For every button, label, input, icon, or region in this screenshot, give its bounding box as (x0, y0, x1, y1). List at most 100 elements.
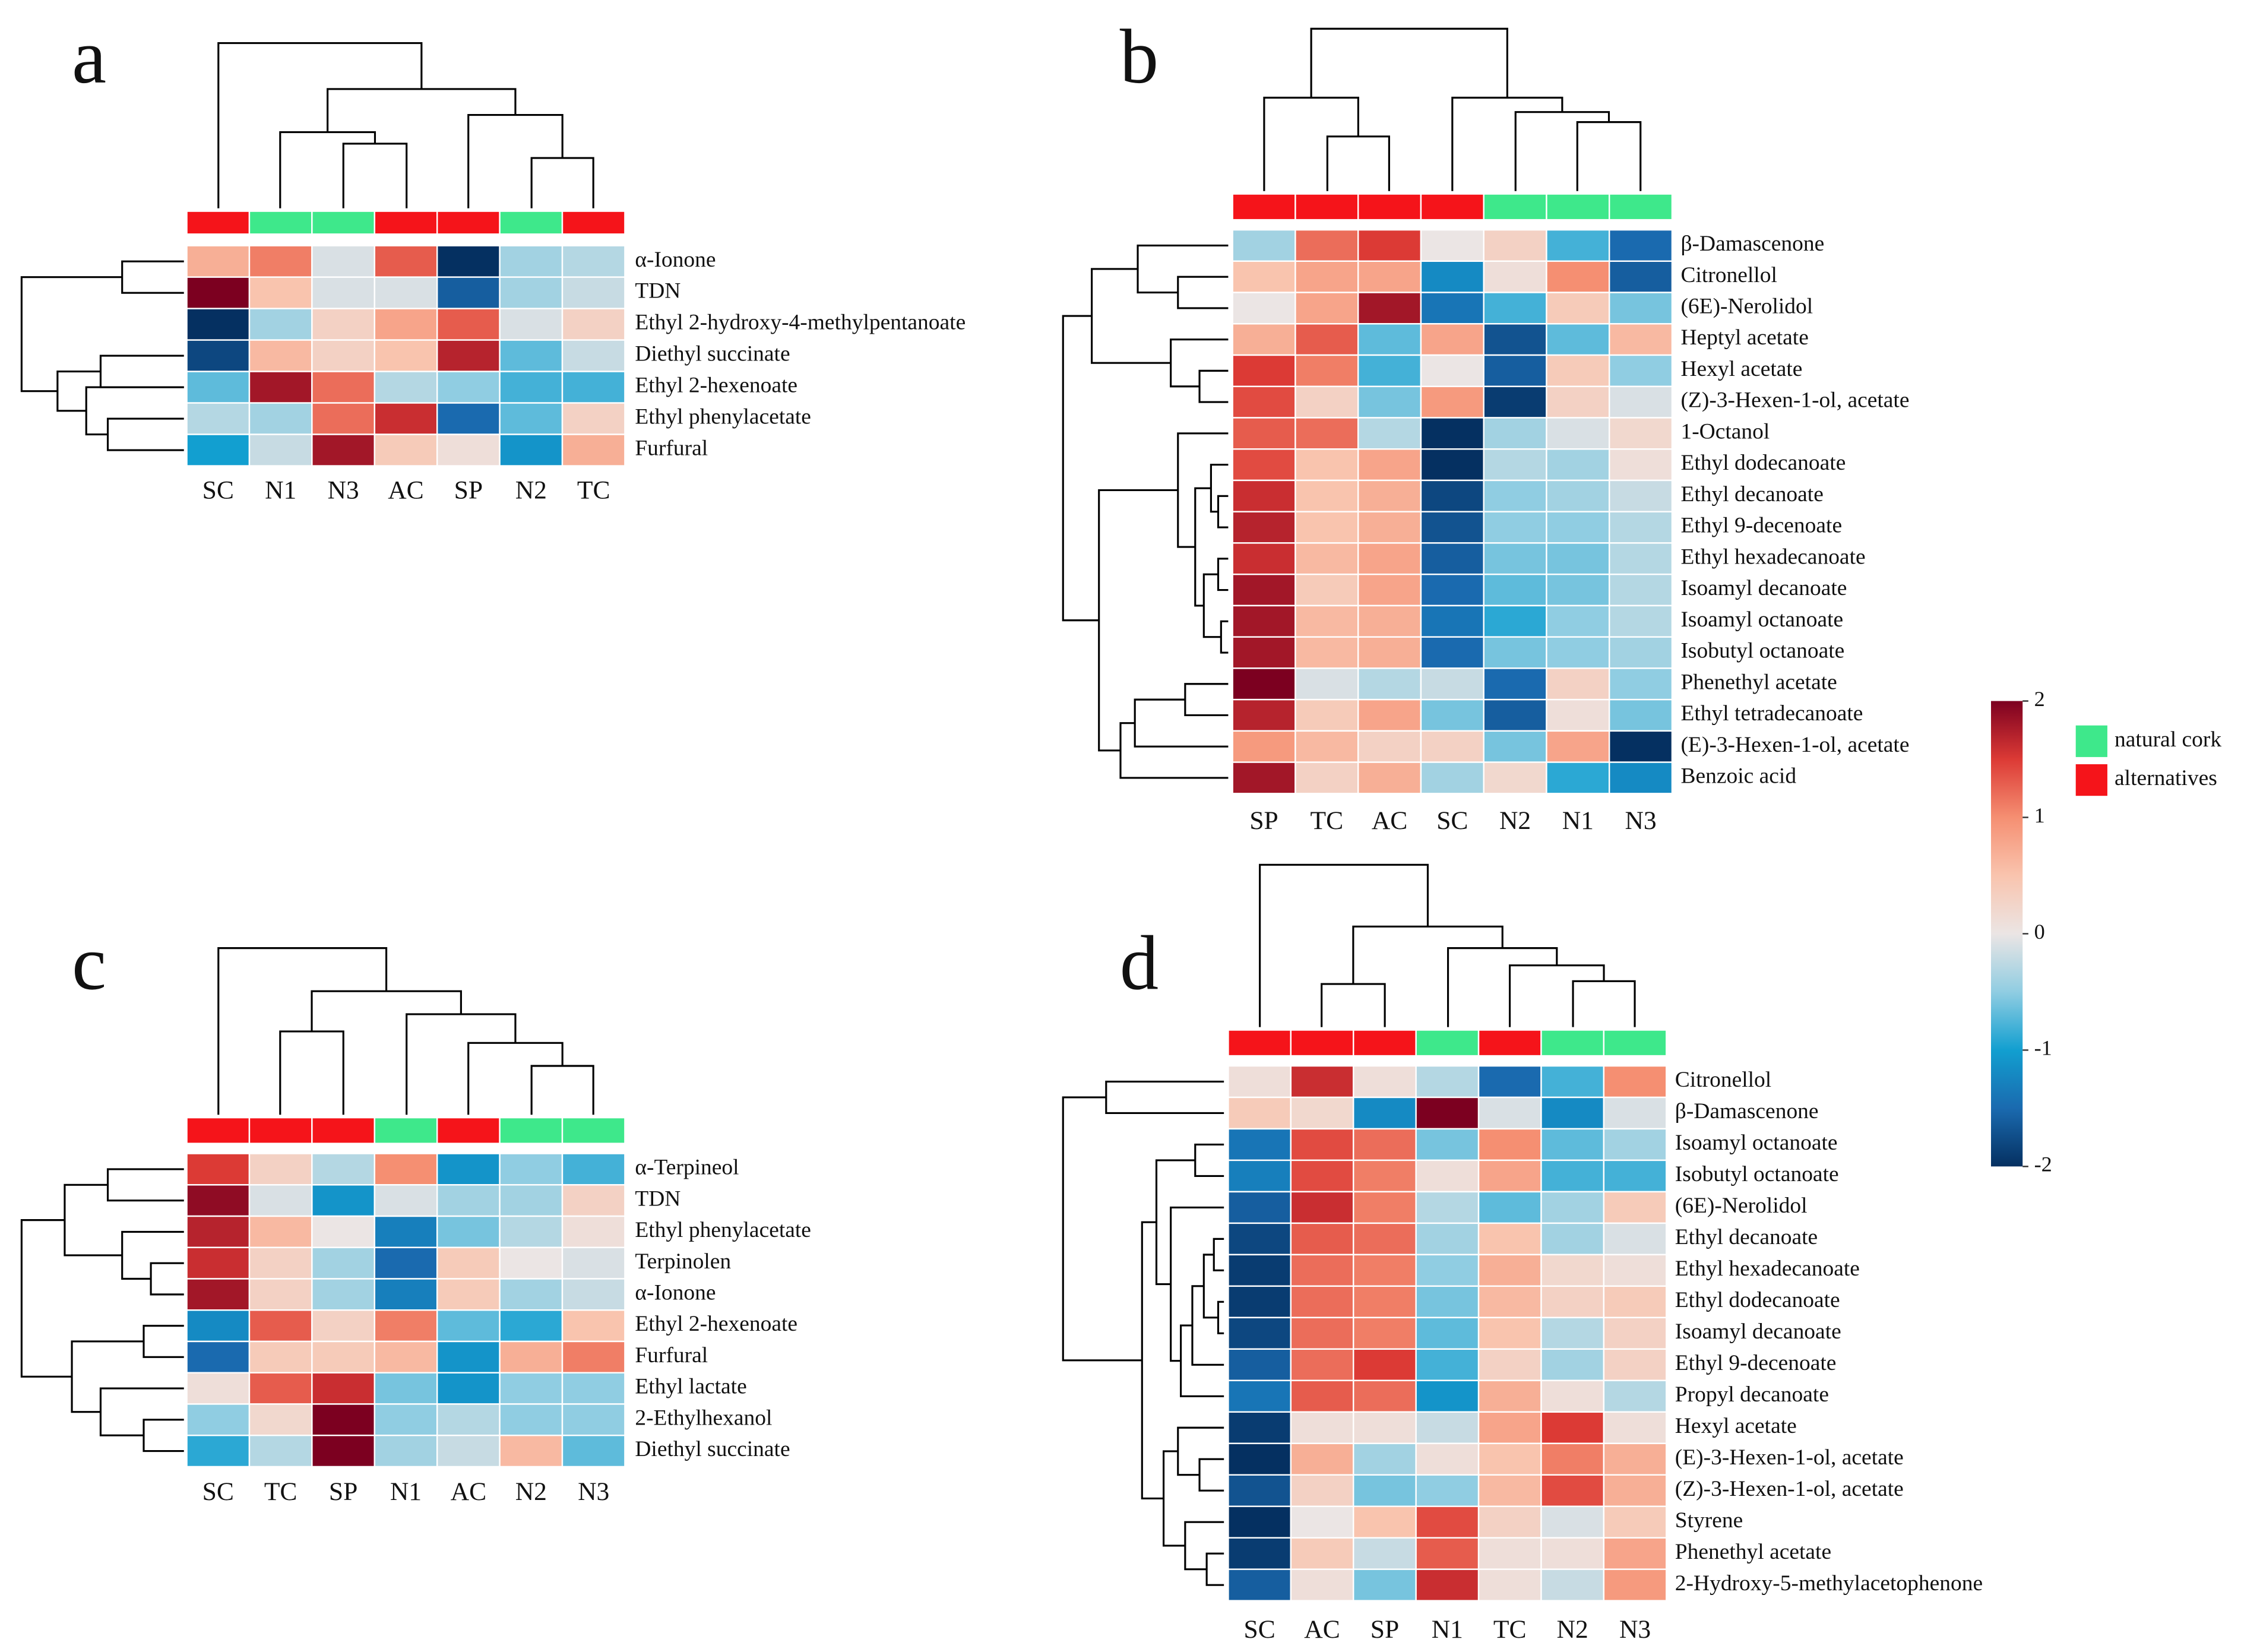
heatmap-cell (1227, 1222, 1292, 1256)
heatmap-cell (248, 1340, 313, 1373)
heatmap-cell (186, 433, 251, 467)
heatmap-cell (1546, 605, 1610, 638)
heatmap-cell (311, 1246, 375, 1280)
heatmap-cell (1546, 292, 1610, 325)
heatmap-cell (374, 1215, 438, 1248)
heatmap-cell (1290, 1191, 1354, 1224)
row-label: Isobutyl octanoate (1680, 639, 1844, 663)
column-dendrogram (1310, 27, 1508, 98)
row-label: Ethyl dodecanoate (1675, 1288, 1840, 1312)
heatmap-cell (1294, 605, 1359, 638)
row-dendrogram (1062, 1096, 1142, 1362)
heatmap-cell (561, 1340, 626, 1373)
row-label: Ethyl hexadecanoate (1680, 545, 1865, 569)
heatmap-cell (1540, 1348, 1605, 1381)
row-label: β-Damascenone (1675, 1099, 1819, 1124)
heatmap-cell (499, 1215, 564, 1248)
column-label: N3 (578, 1477, 609, 1506)
heatmap-cell (1608, 229, 1673, 262)
heatmap-cell (1290, 1065, 1354, 1099)
column-label: N1 (1432, 1615, 1463, 1644)
heatmap-cell (248, 1246, 313, 1280)
heatmap-cell (1546, 698, 1610, 732)
heatmap-cell (1227, 1316, 1292, 1350)
heatmap-cell (561, 1434, 626, 1468)
heatmap-cell (1540, 1128, 1605, 1162)
heatmap-cell (374, 1403, 438, 1436)
heatmap-cell (374, 1340, 438, 1373)
heatmap-cell (1415, 1379, 1480, 1413)
heatmap-cell (1415, 1411, 1480, 1444)
heatmap-cell (1357, 417, 1422, 450)
column-dendrogram (217, 42, 423, 208)
heatmap-cell (374, 1246, 438, 1280)
row-label: Furfural (635, 436, 708, 461)
heatmap-cell (561, 1403, 626, 1436)
heatmap-cell (374, 1278, 438, 1311)
row-dendrogram (1177, 1426, 1224, 1476)
heatmap-cell (1227, 1159, 1292, 1193)
group-bar-cell (1357, 193, 1422, 221)
heatmap-cell (1353, 1348, 1417, 1381)
heatmap-cell (499, 1153, 564, 1186)
heatmap-cell (1420, 573, 1484, 607)
heatmap-cell (1608, 761, 1673, 795)
heatmap-cell (1294, 636, 1359, 669)
heatmap-cell (499, 276, 564, 309)
heatmap-cell (499, 371, 564, 404)
heatmap-cell (1415, 1442, 1480, 1476)
heatmap-cell (1357, 667, 1422, 701)
heatmap-cell (1227, 1537, 1292, 1570)
heatmap-cell (436, 308, 501, 341)
row-dendrogram (1213, 1238, 1224, 1271)
heatmap-cell (499, 1278, 564, 1311)
heatmap-cell (1232, 667, 1296, 701)
row-label: Ethyl 2-hexenoate (635, 374, 797, 398)
heatmap-cell (186, 1184, 251, 1217)
heatmap-cell (499, 1246, 564, 1280)
heatmap-cell (374, 1434, 438, 1468)
column-label: SC (1244, 1615, 1275, 1644)
heatmap-cell (1357, 761, 1422, 795)
heatmap-cell (1603, 1222, 1667, 1256)
heatmap-cell (1603, 1316, 1667, 1350)
heatmap-cell (248, 371, 313, 404)
row-dendrogram (1177, 276, 1229, 309)
heatmap-cell (1415, 1474, 1480, 1507)
heatmap-cell (311, 1278, 375, 1311)
heatmap-cell (436, 1215, 501, 1248)
heatmap-cell (1477, 1537, 1542, 1570)
heatmap-cell (311, 371, 375, 404)
column-dendrogram (1263, 96, 1359, 191)
heatmap-cell (186, 308, 251, 341)
row-dendrogram (20, 1219, 72, 1378)
row-dendrogram (1134, 698, 1229, 748)
column-label: N2 (515, 476, 547, 505)
heatmap-cell (1290, 1379, 1354, 1413)
group-bar-cell (1546, 193, 1610, 221)
heatmap-cell (1608, 323, 1673, 356)
group-bar-cell (561, 210, 626, 235)
heatmap-cell (1477, 1096, 1542, 1130)
group-bar-cell (1294, 193, 1359, 221)
heatmap-cell (1483, 292, 1547, 325)
row-dendrogram (106, 1168, 184, 1202)
heatmap-cell (1540, 1411, 1605, 1444)
heatmap-cell (1603, 1128, 1667, 1162)
group-bar-cell (436, 210, 501, 235)
heatmap-cell (1546, 667, 1610, 701)
heatmap-cell (1227, 1568, 1292, 1602)
column-dendrogram (327, 88, 517, 132)
heatmap-cell (1353, 1191, 1417, 1224)
row-label: (E)-3-Hexen-1-ol, acetate (1680, 733, 1909, 757)
row-label: Furfural (635, 1343, 708, 1368)
heatmap-cell (1483, 385, 1547, 419)
heatmap-cell (1294, 229, 1359, 262)
heatmap-cell (1232, 229, 1296, 262)
heatmap-cell (499, 339, 564, 372)
heatmap-cell (1483, 417, 1547, 450)
group-bar-cell (186, 210, 251, 235)
heatmap-cell (1608, 354, 1673, 387)
heatmap-cell (1540, 1379, 1605, 1413)
heatmap-cell (1540, 1537, 1605, 1570)
